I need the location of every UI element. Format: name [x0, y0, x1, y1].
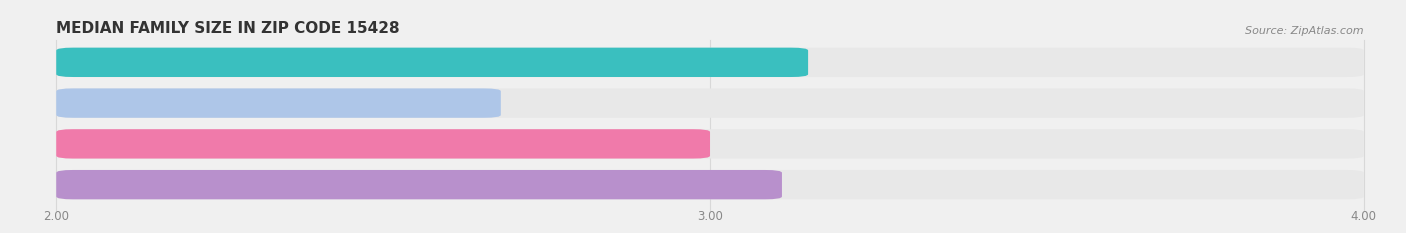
Text: Source: ZipAtlas.com: Source: ZipAtlas.com — [1246, 26, 1364, 36]
Text: Total Families: Total Families — [63, 178, 142, 191]
Text: 3.00: 3.00 — [697, 210, 723, 223]
Text: 4.00: 4.00 — [1351, 210, 1376, 223]
Text: 2.68: 2.68 — [512, 97, 538, 110]
Text: 2.00: 2.00 — [44, 210, 69, 223]
Text: 3.15: 3.15 — [820, 56, 845, 69]
Text: Married-Couple: Married-Couple — [63, 56, 153, 69]
Text: Single Female/Mother: Single Female/Mother — [63, 137, 191, 150]
Text: Single Male/Father: Single Male/Father — [63, 97, 173, 110]
Text: MEDIAN FAMILY SIZE IN ZIP CODE 15428: MEDIAN FAMILY SIZE IN ZIP CODE 15428 — [56, 21, 399, 36]
Text: 3.11: 3.11 — [793, 178, 820, 191]
Text: 3.00: 3.00 — [721, 137, 747, 150]
